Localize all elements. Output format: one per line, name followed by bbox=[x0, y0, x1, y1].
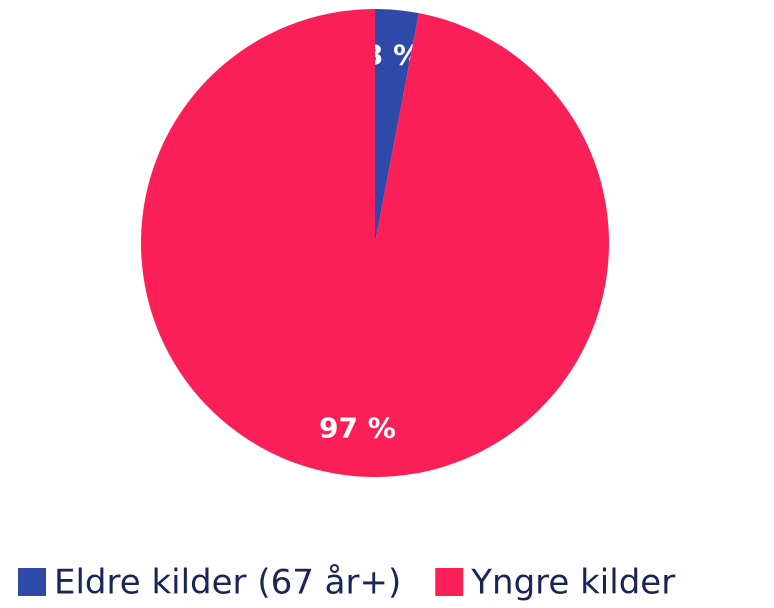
legend-label: Eldre kilder (67 år+) bbox=[54, 563, 401, 603]
slice-label: 97 % bbox=[319, 411, 396, 444]
legend-label: Yngre kilder bbox=[470, 563, 675, 603]
legend-swatch bbox=[18, 568, 46, 596]
pie-slice bbox=[141, 9, 610, 477]
pie-slice bbox=[375, 9, 419, 243]
legend-swatch bbox=[435, 568, 464, 596]
